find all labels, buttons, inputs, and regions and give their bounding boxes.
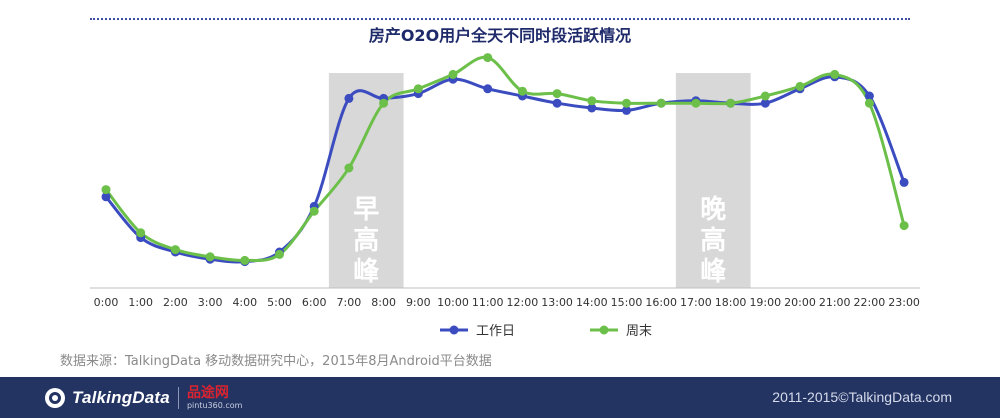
series-1-point [517, 86, 527, 96]
x-tick-label: 2:00 [163, 296, 188, 309]
x-tick-label: 14:00 [576, 296, 608, 309]
series-1-point [691, 98, 701, 108]
series-0-point [760, 98, 770, 108]
series-1-point [483, 53, 493, 63]
partner-url: pintu360.com [186, 401, 243, 410]
brand: TalkingData 品途网 pintu360.com [44, 385, 242, 411]
series-0-point [864, 91, 874, 101]
series-1-point [656, 98, 666, 108]
x-tick-label: 11:00 [472, 296, 504, 309]
series-1-point [899, 221, 909, 231]
partner-name: 品途网 [186, 385, 229, 401]
series-1-point [205, 252, 215, 262]
peak-band-label: 高 [700, 225, 726, 256]
series-0-point [899, 177, 909, 187]
x-tick-label: 1:00 [128, 296, 153, 309]
legend-marker-1 [599, 325, 609, 335]
copyright: 2011-2015©TalkingData.com [772, 389, 952, 405]
series-1-point [795, 81, 805, 91]
x-tick-label: 17:00 [680, 296, 712, 309]
x-tick-label: 4:00 [232, 296, 257, 309]
series-1-point [309, 206, 319, 216]
series-line-0 [104, 75, 906, 264]
peak-band-label: 峰 [353, 257, 379, 287]
series-1-point [622, 98, 631, 108]
footer-bar: TalkingData 品途网 pintu360.com 2011-2015©T… [0, 377, 1000, 418]
x-tick-label: 8:00 [371, 296, 396, 309]
x-tick-label: 22:00 [854, 296, 886, 309]
series-1-point [101, 185, 111, 195]
x-tick-label: 5:00 [267, 296, 292, 309]
brand-name: TalkingData [72, 388, 170, 407]
series-0-point [587, 103, 597, 113]
peak-band-label: 峰 [700, 257, 726, 287]
series-0-point [344, 93, 354, 103]
series-1-point [760, 91, 770, 101]
series-1-point [552, 89, 562, 99]
peak-band-1 [675, 73, 751, 288]
x-tick-label: 16:00 [645, 296, 677, 309]
series-1-point [726, 98, 736, 108]
x-tick-label: 6:00 [302, 296, 327, 309]
legend-marker-0 [449, 325, 459, 335]
top-dotted-rule [90, 18, 910, 20]
brand-divider [177, 387, 179, 409]
series-1-point [448, 69, 458, 79]
partner-logo: 品途网 pintu360.com [187, 386, 242, 410]
series-1-point [830, 69, 840, 79]
x-tick-label: 19:00 [749, 296, 781, 309]
x-tick-label: 13:00 [541, 296, 573, 309]
series-1-point [864, 98, 874, 108]
series-1-point [136, 228, 146, 238]
series-1-point [587, 96, 597, 106]
x-tick-label: 23:00 [888, 296, 920, 309]
series-line-1 [104, 55, 906, 262]
chart-title: 房产O2O用户全天不同时段活跃情况 [368, 26, 632, 45]
x-tick-label: 12:00 [507, 296, 539, 309]
series-1-point [170, 245, 180, 255]
series-1-point [413, 84, 423, 94]
legend-label-0: 工作日 [476, 324, 515, 339]
series-0-point [552, 98, 562, 108]
series-1-point [379, 98, 389, 108]
peak-band-label: 晚 [700, 195, 726, 225]
series-0-point [483, 84, 493, 94]
x-tick-label: 21:00 [819, 296, 851, 309]
series-0-point [101, 192, 111, 202]
legend-label-1: 周末 [626, 324, 652, 339]
peak-band-label: 早 [353, 195, 379, 225]
series-1-point [240, 255, 250, 265]
x-tick-label: 3:00 [198, 296, 223, 309]
series-1-point [344, 163, 354, 173]
x-tick-label: 7:00 [337, 296, 362, 309]
x-tick-label: 0:00 [94, 296, 119, 309]
x-tick-label: 20:00 [784, 296, 816, 309]
x-tick-label: 18:00 [715, 296, 747, 309]
peak-band-label: 高 [353, 225, 379, 256]
x-tick-label: 10:00 [437, 296, 469, 309]
x-tick-label: 15:00 [611, 296, 643, 309]
talkingdata-logo-icon [45, 388, 65, 408]
series-1-point [275, 249, 284, 259]
x-tick-label: 9:00 [406, 296, 431, 309]
series-0-point [622, 105, 631, 115]
source-note: 数据来源：TalkingData 移动数据研究中心，2015年8月Android… [60, 354, 492, 369]
